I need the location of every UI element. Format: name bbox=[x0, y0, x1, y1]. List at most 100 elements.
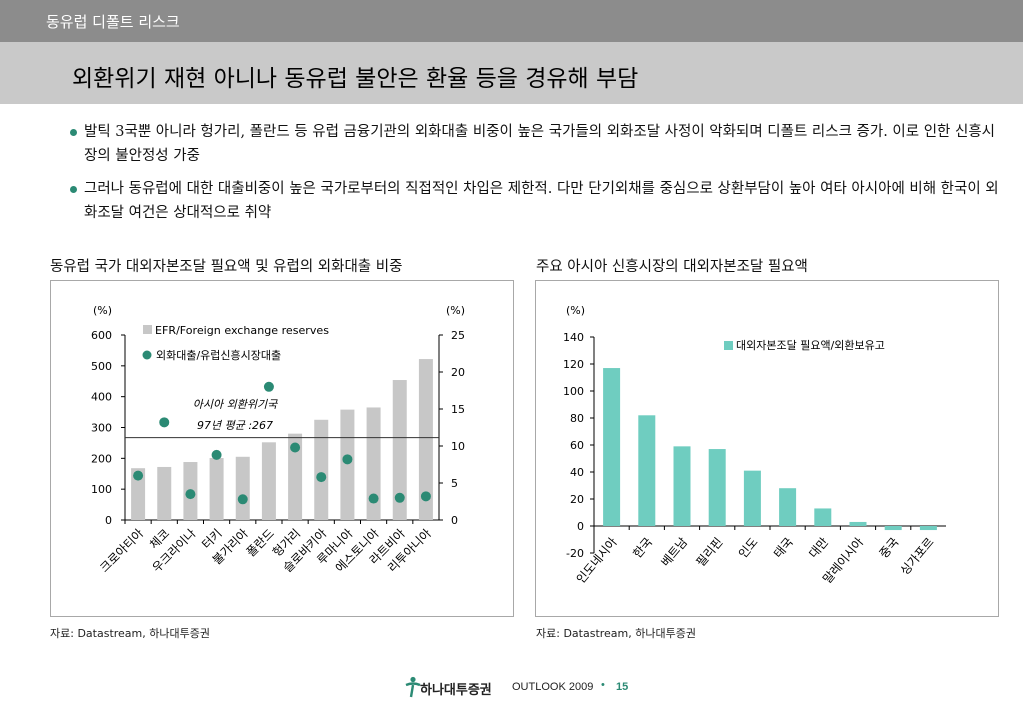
chart1-bar bbox=[392, 380, 407, 520]
hana-logo-icon bbox=[405, 676, 421, 698]
chart2-y-tick-label: 20 bbox=[570, 493, 584, 506]
chart2-bar bbox=[814, 508, 832, 526]
bullet-text: 그러나 동유럽에 대한 대출비중이 높은 국가로부터의 직접적인 차입은 제한적… bbox=[84, 181, 999, 221]
chart2-y-tick-label: 40 bbox=[570, 466, 584, 479]
chart1-dot bbox=[394, 492, 405, 503]
chart1-left-tick-label: 500 bbox=[91, 360, 112, 373]
chart2-category-label: 필리핀 bbox=[693, 535, 725, 569]
chart1-dot bbox=[211, 449, 222, 460]
chart2-category-label: 한국 bbox=[630, 535, 655, 561]
chart2-bar bbox=[743, 470, 761, 526]
chart1-right-unit: (%) bbox=[446, 304, 465, 317]
chart1-svg: (%) (%) 0 100 200 300 400 500 600 0 5 10 15 20 25 아시아 외… bbox=[91, 304, 465, 575]
chart1-dot bbox=[133, 470, 144, 481]
chart2-bar bbox=[779, 488, 797, 526]
chart1-legend-dot-swatch bbox=[142, 350, 152, 360]
page-number: 15 bbox=[616, 681, 629, 693]
bullet-text: 발틱 3국뿐 아니라 헝가리, 폴란드 등 유럽 금융기관의 외화대출 비중이 … bbox=[84, 124, 996, 164]
chart2-category-label: 태국 bbox=[771, 535, 796, 561]
chart1-source: 자료: Datastream, 하나대투증권 bbox=[50, 627, 210, 640]
chart1-legend-bar-label: EFR/Foreign exchange reserves bbox=[155, 324, 329, 337]
bullet-dot-icon bbox=[70, 186, 77, 193]
bullet-dot-icon bbox=[70, 129, 77, 136]
chart2-y-tick-label: 0 bbox=[577, 520, 584, 533]
chart1-dot bbox=[290, 442, 301, 453]
page-title: 외환위기 재현 아니나 동유럽 불안은 환율 등을 경유해 부담 bbox=[72, 66, 639, 92]
chart1-left-tick-label: 300 bbox=[91, 422, 112, 435]
chart2-y-tick-label: 140 bbox=[563, 331, 584, 344]
chart2-bar bbox=[673, 446, 691, 526]
chart1-title: 동유럽 국가 대외자본조달 필요액 및 유럽의 외화대출 비중 bbox=[50, 259, 403, 275]
chart2-y-tick-label: 80 bbox=[570, 412, 584, 425]
chart1-dot bbox=[368, 493, 379, 504]
chart1-left-tick-label: 0 bbox=[105, 514, 112, 527]
bullet-item: 발틱 3국뿐 아니라 헝가리, 폴란드 등 유럽 금융기관의 외화대출 비중이 … bbox=[70, 120, 1000, 168]
chart2-svg: (%) -20 0 20 40 60 80 100 120 140 인도네시아 한국 베트남 필리핀 인도 태… bbox=[563, 304, 946, 586]
chart2-source: 자료: Datastream, 하나대투증권 bbox=[536, 627, 696, 640]
chart2-category-label: 대만 bbox=[806, 535, 831, 561]
chart1-bar bbox=[209, 458, 224, 520]
chart2-y-tick-label: 100 bbox=[563, 385, 584, 398]
footer-brand: 하나대투증권 bbox=[420, 683, 492, 698]
chart1-bar bbox=[288, 433, 303, 520]
chart1-bar bbox=[314, 419, 329, 520]
chart1-reference-label-1: 아시아 외환위기국 bbox=[193, 398, 278, 411]
chart1-bar bbox=[157, 466, 172, 520]
chart1-right-tick-label: 15 bbox=[451, 403, 465, 416]
chart1-right-tick-label: 25 bbox=[451, 329, 465, 342]
title-bar: 외환위기 재현 아니나 동유럽 불안은 환율 등을 경유해 부담 bbox=[0, 42, 1023, 104]
chart2-legend-swatch bbox=[724, 341, 733, 350]
chart1-left-tick-label: 400 bbox=[91, 391, 112, 404]
top-section-bar: 동유럽 디폴트 리스크 bbox=[0, 0, 1023, 42]
chart1-bar bbox=[366, 407, 381, 520]
chart1-dot bbox=[342, 454, 353, 465]
chart1-right-tick-label: 10 bbox=[451, 440, 465, 453]
bullet-item: 그러나 동유럽에 대한 대출비중이 높은 국가로부터의 직접적인 차입은 제한적… bbox=[70, 177, 1000, 225]
chart1-left-tick-label: 600 bbox=[91, 329, 112, 342]
chart1-left-tick-label: 100 bbox=[91, 483, 112, 496]
chart2-category-label: 중국 bbox=[877, 535, 902, 561]
chart2-bar bbox=[603, 368, 621, 526]
chart1-right-tick-label: 20 bbox=[451, 366, 465, 379]
chart1-dot bbox=[159, 417, 170, 428]
chart1-bar bbox=[340, 409, 355, 520]
chart1-right-tick-label: 0 bbox=[451, 514, 458, 527]
chart1-legend-bar-swatch bbox=[143, 325, 152, 334]
chart2-category-label: 싱가포르 bbox=[898, 535, 937, 578]
chart1-bar bbox=[418, 359, 433, 520]
chart1-bar bbox=[235, 456, 250, 520]
footer-outlook: OUTLOOK 2009 bbox=[512, 681, 594, 693]
chart1-dot bbox=[420, 491, 431, 502]
section-label: 동유럽 디폴트 리스크 bbox=[46, 13, 180, 31]
chart2-y-tick-label: 120 bbox=[563, 358, 584, 371]
chart2-category-label: 인도네시아 bbox=[574, 535, 620, 586]
chart1-left-tick-label: 200 bbox=[91, 452, 112, 465]
chart2-category-label: 인도 bbox=[736, 535, 761, 561]
chart2-y-tick-label: 60 bbox=[570, 439, 584, 452]
chart2-legend-label: 대외자본조달 필요액/외환보유고 bbox=[736, 339, 885, 352]
chart2-title: 주요 아시아 신흥시장의 대외자본조달 필요액 bbox=[536, 259, 808, 275]
chart1-category-label: 크로아티아 bbox=[97, 526, 146, 575]
bullet-list: 발틱 3국뿐 아니라 헝가리, 폴란드 등 유럽 금융기관의 외화대출 비중이 … bbox=[70, 120, 1000, 234]
chart1-right-tick-label: 5 bbox=[451, 477, 458, 490]
chart1-legend-dot-label: 외화대출/유럽신흥시장대출 bbox=[156, 348, 281, 362]
footer-separator: • bbox=[601, 679, 605, 691]
chart1-bar bbox=[131, 468, 146, 520]
chart1-dot bbox=[263, 381, 274, 392]
chart2-bar bbox=[919, 526, 937, 531]
chart2-bar bbox=[884, 526, 902, 531]
chart1-category-label: 폴란드 bbox=[244, 526, 277, 559]
chart2-y-tick-label: -20 bbox=[566, 547, 584, 560]
chart1-dot bbox=[316, 472, 327, 483]
chart1-dot bbox=[237, 494, 248, 505]
chart2-frame: (%) -20 0 20 40 60 80 100 120 140 인도네시아 한국 베트남 필리핀 인도 태… bbox=[535, 280, 999, 617]
chart2-bar bbox=[849, 521, 867, 526]
chart2-category-label: 베트남 bbox=[658, 535, 690, 569]
chart1-dot bbox=[185, 489, 196, 500]
chart2-bar bbox=[638, 415, 656, 526]
chart1-frame: (%) (%) 0 100 200 300 400 500 600 0 5 10 15 20 25 아시아 외… bbox=[50, 280, 514, 617]
chart1-bar bbox=[261, 442, 276, 520]
chart1-left-unit: (%) bbox=[93, 304, 112, 317]
chart2-bar bbox=[708, 449, 726, 526]
chart1-reference-label-2: 97년 평균 :267 bbox=[197, 419, 273, 432]
